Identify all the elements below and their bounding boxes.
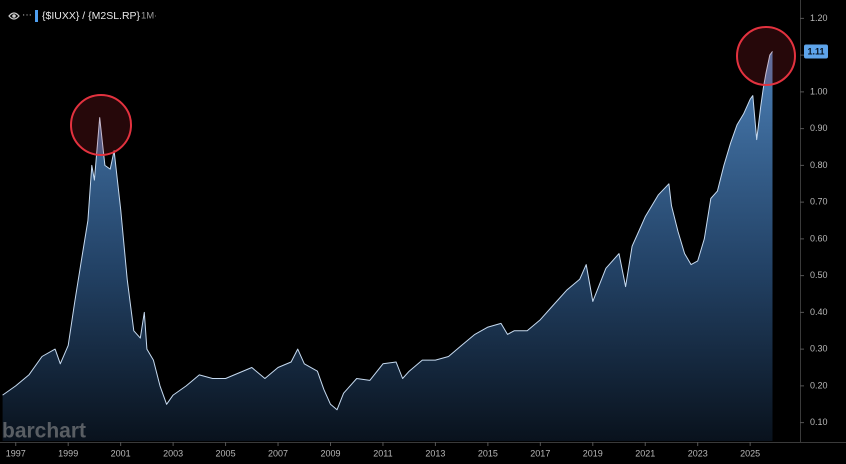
y-tick-label: 0.40 xyxy=(810,307,828,317)
x-tick-label: 2009 xyxy=(320,448,340,458)
x-tick-label: 1997 xyxy=(6,448,26,458)
watermark: barchart xyxy=(2,420,86,443)
y-tick-label: 1.20 xyxy=(810,13,828,23)
header: ··· {$IUXX} / {M2SL.RP} · 1M · xyxy=(8,10,157,22)
last-price-box xyxy=(804,44,828,59)
highlight-circle xyxy=(70,94,132,156)
x-tick-label: 2023 xyxy=(688,448,708,458)
eye-icon[interactable] xyxy=(8,12,20,20)
series-color-bar xyxy=(35,10,38,22)
x-tick-label: 2019 xyxy=(583,448,603,458)
y-tick-label: 0.30 xyxy=(810,344,828,354)
y-tick-label: 0.10 xyxy=(810,417,828,427)
x-tick-label: 2001 xyxy=(111,448,131,458)
y-tick-label: 0.70 xyxy=(810,197,828,207)
separator: · xyxy=(154,10,157,20)
y-tick-label: 0.20 xyxy=(810,380,828,390)
x-tick-label: 1999 xyxy=(58,448,78,458)
last-price-label: 1.11 xyxy=(807,46,824,56)
y-tick-label: 0.90 xyxy=(810,123,828,133)
highlight-circle xyxy=(736,26,796,86)
x-tick-label: 2007 xyxy=(268,448,288,458)
x-tick-label: 2017 xyxy=(530,448,550,458)
y-tick-label: 0.60 xyxy=(810,233,828,243)
x-tick-label: 2011 xyxy=(373,448,392,458)
line xyxy=(2,51,773,411)
y-tick-label: 1.00 xyxy=(810,86,828,96)
y-tick-label: 0.50 xyxy=(810,270,828,280)
x-tick-label: 2003 xyxy=(163,448,183,458)
y-tick-label: 0.80 xyxy=(810,160,828,170)
menu-dots[interactable]: ··· xyxy=(22,10,32,21)
series-title[interactable]: {$IUXX} / {M2SL.RP} xyxy=(42,10,141,22)
x-tick-label: 2005 xyxy=(216,448,236,458)
x-tick-label: 2021 xyxy=(635,448,655,458)
x-tick-label: 2013 xyxy=(425,448,445,458)
x-tick-label: 2015 xyxy=(478,448,498,458)
area-fill xyxy=(2,51,773,442)
plot-area xyxy=(2,51,773,442)
interval[interactable]: 1M xyxy=(141,11,154,22)
x-tick-label: 2025 xyxy=(740,448,760,458)
separator: · xyxy=(137,10,140,20)
